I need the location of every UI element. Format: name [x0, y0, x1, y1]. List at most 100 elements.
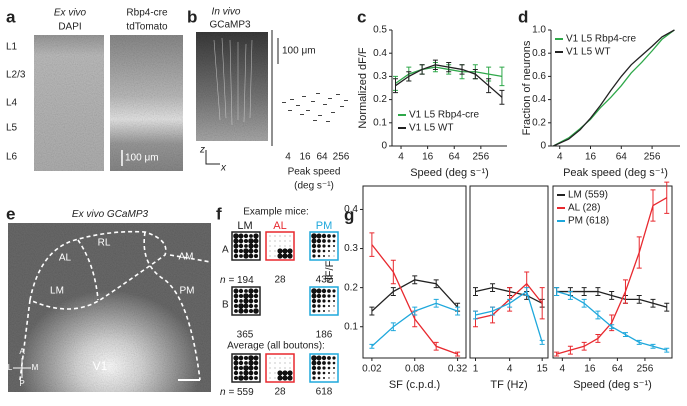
y-tick-label: 0	[381, 141, 387, 152]
bouton-dot	[328, 305, 330, 307]
bouton-dot	[274, 240, 276, 242]
y-tick-label: 0.4	[344, 204, 358, 215]
error-bar	[459, 64, 465, 75]
bouton-dot	[233, 253, 239, 259]
panel-letter: d	[518, 7, 528, 26]
image-title: Ex vivo GCaMP3	[72, 209, 149, 220]
y-tick-label: 0.4	[373, 48, 387, 59]
bouton-dot	[284, 367, 286, 369]
bouton-dot	[312, 309, 316, 313]
error-bar	[554, 351, 560, 357]
bouton-dot	[269, 377, 271, 379]
legend-label: V1 L5 WT	[566, 47, 610, 58]
svg-text:AL: AL	[59, 253, 72, 264]
area-header: LM	[237, 220, 252, 232]
bouton-dot	[253, 238, 259, 244]
bouton-dot	[316, 233, 322, 239]
bouton-grids	[231, 231, 339, 383]
bouton-dot	[253, 370, 259, 376]
tick-label: 16	[299, 152, 311, 163]
y-axis-label: Fraction of neurons	[521, 40, 533, 135]
micrograph	[110, 35, 183, 171]
bouton-dot	[243, 298, 249, 304]
error-bar	[622, 332, 628, 337]
bouton-dot	[311, 293, 317, 299]
bouton-dot	[322, 239, 326, 243]
x-axis-label: Speed (deg s⁻¹)	[410, 167, 489, 179]
compass: A L M P	[8, 347, 39, 388]
bouton-dot	[244, 244, 248, 248]
bouton-dot	[253, 248, 259, 254]
axis-letter: x	[220, 163, 227, 174]
error-bar	[433, 279, 439, 289]
bouton-dot	[238, 365, 244, 371]
bouton-dot	[234, 309, 238, 313]
bouton-dot	[248, 238, 254, 244]
bouton-dot	[316, 293, 322, 299]
bouton-dot	[289, 240, 291, 242]
x-tick-label: 0.32	[448, 364, 468, 375]
bouton-dot	[279, 367, 281, 369]
count: 186	[316, 330, 333, 341]
bouton-dot	[253, 355, 259, 361]
error-bar	[595, 334, 601, 343]
dendrites	[213, 37, 253, 126]
bouton-dot	[243, 238, 249, 244]
bouton-dot	[269, 367, 271, 369]
tick-label: 4	[285, 152, 291, 163]
bouton-dot	[248, 248, 254, 254]
bouton-dot	[233, 293, 239, 299]
bouton-dot	[321, 233, 327, 239]
bouton-dot	[287, 375, 293, 381]
bouton-dot	[248, 360, 254, 366]
error-bar	[390, 287, 396, 296]
scatter-points	[282, 93, 348, 122]
bouton-dot	[322, 361, 326, 365]
count: 365	[237, 330, 254, 341]
bouton-dot	[332, 234, 336, 238]
bouton-dot	[322, 244, 326, 248]
micrograph	[34, 35, 104, 171]
error-bar	[609, 291, 615, 300]
x-tick-label: 256	[473, 152, 490, 163]
layer-label: L6	[6, 152, 18, 163]
bouton-dot	[248, 375, 254, 381]
bouton-dot	[243, 248, 249, 254]
bouton-dot	[333, 310, 335, 312]
bouton-dot	[321, 288, 327, 294]
y-axis-label: dF/F	[324, 260, 336, 283]
bouton-dot	[322, 299, 326, 303]
bouton-dot	[238, 238, 244, 244]
bouton-dot	[233, 233, 239, 239]
legend-label: AL (28)	[568, 203, 600, 214]
bouton-dot	[333, 305, 335, 307]
bouton-dot	[243, 308, 249, 314]
y-axis-label: Normalized dF/F	[357, 47, 369, 129]
image-title: Rbp4-cre	[126, 8, 168, 19]
bouton-dot	[311, 360, 317, 366]
bouton-dot	[328, 255, 330, 257]
error-bar	[472, 68, 478, 80]
bouton-dot	[233, 365, 239, 371]
bouton-dot	[322, 294, 326, 298]
bouton-dot	[248, 293, 254, 299]
bouton-dot	[254, 376, 258, 380]
bouton-dot	[312, 371, 316, 375]
panel-letter: a	[6, 7, 16, 26]
bouton-dot	[311, 365, 317, 371]
bouton-dot	[248, 365, 254, 371]
bouton-dot	[279, 357, 281, 359]
bouton-dot	[328, 372, 330, 374]
bouton-dot	[287, 253, 293, 259]
bouton-dot	[233, 248, 239, 254]
bouton-dot	[332, 356, 336, 360]
image-title: In vivo	[212, 7, 241, 18]
bouton-dot	[327, 239, 331, 243]
bouton-dot	[274, 362, 276, 364]
error-bar	[490, 306, 496, 316]
bouton-dot	[233, 370, 239, 376]
error-bar	[369, 232, 375, 257]
bouton-dot	[317, 371, 321, 375]
svg-text:PM: PM	[180, 286, 195, 297]
bouton-dot	[274, 377, 276, 379]
